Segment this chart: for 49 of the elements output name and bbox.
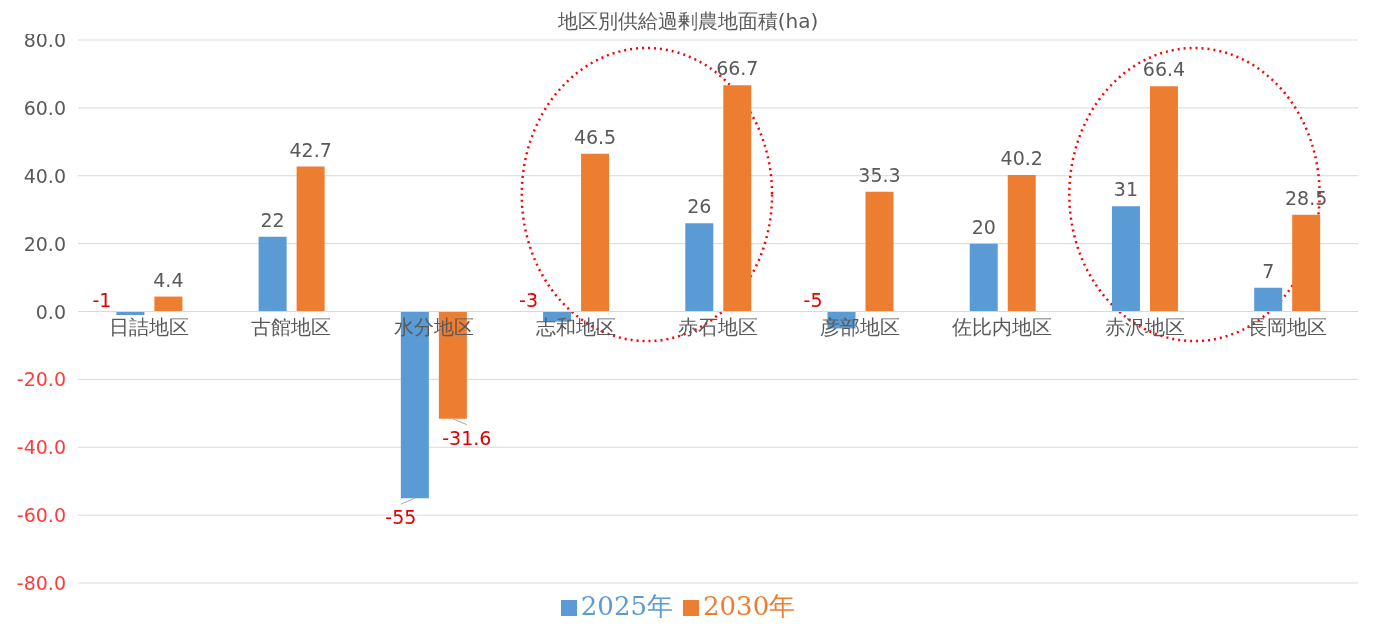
data-label: 20 [971,215,996,238]
bar [154,296,183,312]
legend-label: 2030年 [703,591,796,621]
bar [723,85,752,312]
data-label: -3 [519,288,539,311]
data-label: -55 [385,506,417,529]
x-tick-label: 志和地区 [535,314,616,339]
data-label: 22 [260,208,285,231]
data-label: 4.4 [153,268,184,291]
bar [1111,206,1140,312]
x-tick-label: 日詰地区 [109,314,190,339]
chart-title: 地区別供給過剰農地面積(ha) [557,9,819,33]
bar [1007,175,1036,312]
x-tick-label: 赤石地区 [678,314,758,339]
x-tick-label: 古館地区 [251,314,332,339]
data-label: -1 [92,288,112,311]
data-label: 31 [1113,178,1139,201]
data-label: 40.2 [1000,147,1043,170]
legend-label: 2025年 [580,591,673,621]
x-tick-label: 赤沢地区 [1104,314,1185,339]
bar [296,166,325,312]
bar [1149,86,1178,312]
bar [581,153,610,312]
x-tick-label: 佐比内地区 [952,314,1053,339]
y-tick-label: -60.0 [16,504,66,527]
data-label: 28.5 [1285,186,1328,209]
y-tick-label: 20.0 [23,232,66,255]
data-label: 35.3 [858,163,901,186]
bar [258,236,287,312]
data-label: 7 [1262,259,1275,282]
y-tick-label: -20.0 [16,368,66,391]
data-label: 66.4 [1142,58,1186,81]
y-tick-label: -40.0 [16,436,66,459]
bar [1292,214,1321,312]
bar [865,191,894,312]
y-tick-label: 60.0 [23,96,66,119]
data-label: 42.7 [289,138,332,161]
data-label: 26 [687,195,712,218]
y-tick-label: 0.0 [35,300,66,323]
y-tick-label: -80.0 [16,572,66,594]
data-label: -5 [803,288,823,311]
bar [685,223,714,312]
y-tick-label: 40.0 [23,164,66,187]
data-label: 66.7 [716,57,759,80]
data-label: -31.6 [442,426,492,449]
x-tick-label: 長岡地区 [1246,314,1327,339]
bar [1254,287,1283,312]
bar [969,243,998,312]
data-label: 46.5 [573,125,617,148]
